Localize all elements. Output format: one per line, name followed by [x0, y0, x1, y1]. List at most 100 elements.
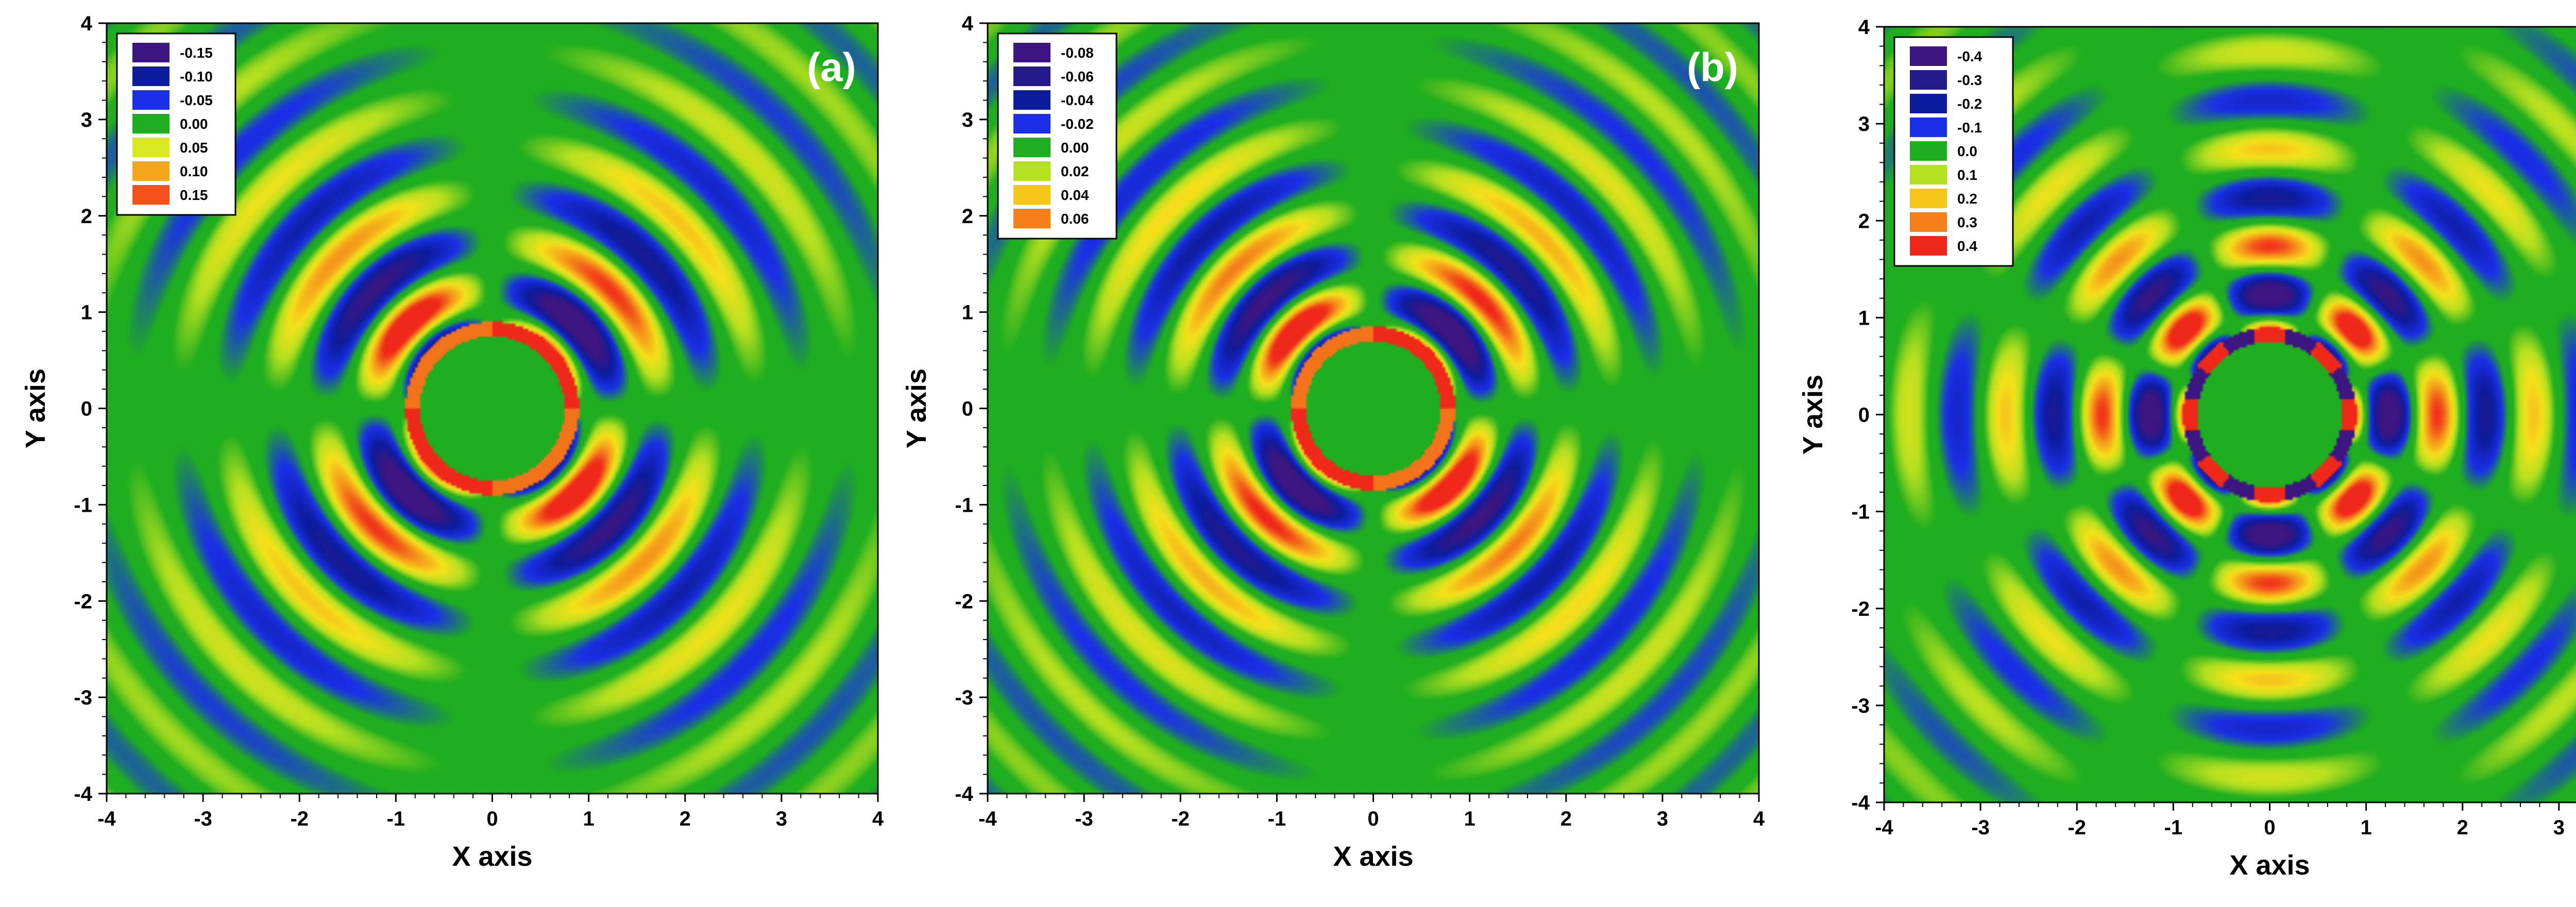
legend-swatch [1013, 138, 1050, 157]
y-tick-label: -2 [955, 590, 973, 613]
legend-swatch [1013, 185, 1050, 205]
legend-label: -0.2 [1957, 96, 1982, 112]
x-tick-label: -4 [978, 808, 997, 830]
legend-swatch [1910, 46, 1947, 66]
legend-swatch [1910, 70, 1947, 90]
x-tick-label: -4 [97, 808, 116, 830]
y-axis-title: Y axis [1798, 375, 1828, 455]
y-tick-label: 3 [962, 109, 973, 131]
legend-label: 0.04 [1061, 187, 1089, 203]
y-tick-label: -2 [74, 590, 92, 613]
x-tick-label: -1 [387, 808, 405, 830]
y-tick-label: 3 [1858, 113, 1870, 136]
legend-label: 0.10 [180, 163, 208, 179]
legend-swatch [1013, 161, 1050, 181]
y-tick-label: 1 [81, 301, 92, 324]
x-tick-label: -3 [1971, 816, 1990, 839]
legend-label: -0.4 [1957, 48, 1982, 64]
legend-swatch [1013, 66, 1050, 86]
legend-label: -0.15 [180, 45, 213, 61]
y-tick-label: -1 [955, 494, 973, 516]
legend-label: -0.1 [1957, 120, 1982, 136]
x-tick-label: -2 [290, 808, 309, 830]
legend-label: -0.10 [180, 69, 213, 85]
x-tick-label: 4 [1753, 808, 1765, 830]
y-tick-label: 4 [962, 12, 974, 35]
x-tick-label: 4 [872, 808, 884, 830]
x-tick-label: 2 [1561, 808, 1572, 830]
legend-swatch [1910, 212, 1947, 232]
legend-label: 0.05 [180, 140, 208, 156]
legend-label: 0.15 [180, 187, 208, 203]
panel-label: (a) [807, 44, 856, 90]
legend-swatch [1910, 141, 1947, 161]
x-tick-label: 2 [2457, 816, 2468, 839]
x-tick-label: -1 [2164, 816, 2183, 839]
legend-label: 0.00 [180, 116, 208, 132]
x-tick-label: 2 [680, 808, 691, 830]
y-tick-label: 4 [1858, 16, 1870, 39]
legend-label: 0.4 [1957, 238, 1977, 254]
y-tick-label: -4 [955, 783, 973, 805]
legend-label: -0.02 [1061, 116, 1094, 132]
y-tick-label: -4 [74, 783, 92, 805]
panel-label: (b) [1687, 44, 1738, 90]
legend-label: 0.06 [1061, 211, 1089, 227]
y-tick-label: 2 [81, 205, 92, 228]
x-tick-label: 1 [2361, 816, 2372, 839]
x-axis-title: X axis [1333, 841, 1413, 872]
panel-2: -4 -3 -2 -1 0 1 2 3 4 -4 -3 -2 -1 0 1 2 3 4 X axis Y axis (b… [901, 12, 1765, 872]
x-tick-label: 1 [1464, 808, 1476, 830]
y-tick-label: -4 [1851, 792, 1870, 814]
legend-label: -0.3 [1957, 72, 1982, 88]
x-tick-label: -3 [1075, 808, 1093, 830]
y-tick-label: 3 [81, 109, 92, 131]
x-tick-label: 3 [2553, 816, 2565, 839]
x-axis-title: X axis [2229, 850, 2310, 881]
x-tick-label: 0 [1367, 808, 1379, 830]
legend-label: -0.04 [1061, 92, 1094, 108]
panel-1: -4 -3 -2 -1 0 1 2 3 4 -4 -3 -2 -1 0 1 2 3 4 X axis Y axis (a… [20, 12, 884, 872]
y-tick-label: -1 [1851, 501, 1870, 524]
legend-swatch [1013, 90, 1050, 110]
y-tick-label: -2 [1851, 598, 1870, 620]
legend-swatch [1910, 165, 1947, 184]
legend-swatch [1910, 94, 1947, 113]
y-tick-label: 2 [1858, 210, 1870, 232]
y-tick-label: 0 [1858, 404, 1870, 427]
x-tick-label: -4 [1875, 816, 1893, 839]
legend-label: 0.02 [1061, 163, 1089, 179]
x-tick-label: -3 [194, 808, 212, 830]
x-tick-label: 3 [776, 808, 787, 830]
y-axis-title: Y axis [20, 368, 51, 448]
legend-swatch [1910, 189, 1947, 208]
legend-swatch [132, 185, 170, 205]
x-tick-label: 0 [2264, 816, 2275, 839]
y-tick-label: -1 [74, 494, 92, 516]
legend-swatch [132, 114, 170, 133]
legend-swatch [132, 161, 170, 181]
legend-label: 0.1 [1957, 167, 1977, 183]
legend-label: 0.2 [1957, 191, 1977, 207]
y-tick-label: 1 [962, 301, 973, 324]
y-tick-label: 1 [1858, 307, 1870, 329]
x-tick-label: -2 [1171, 808, 1190, 830]
legend-box [997, 32, 1117, 240]
legend-label: -0.05 [180, 92, 213, 108]
legend-swatch [132, 66, 170, 86]
y-tick-label: -3 [955, 686, 973, 709]
x-tick-label: 3 [1657, 808, 1668, 830]
x-axis-title: X axis [452, 841, 532, 872]
legend-swatch [132, 138, 170, 157]
x-tick-label: -1 [1268, 808, 1286, 830]
legend-swatch [1013, 209, 1050, 228]
y-tick-label: 2 [962, 205, 973, 228]
x-tick-label: -2 [2067, 816, 2086, 839]
legend-label: 0.0 [1957, 143, 1977, 159]
legend-label: 0.00 [1061, 140, 1089, 156]
legend-swatch [1910, 117, 1947, 137]
y-tick-label: -3 [74, 686, 92, 709]
y-tick-label: -3 [1851, 695, 1870, 717]
